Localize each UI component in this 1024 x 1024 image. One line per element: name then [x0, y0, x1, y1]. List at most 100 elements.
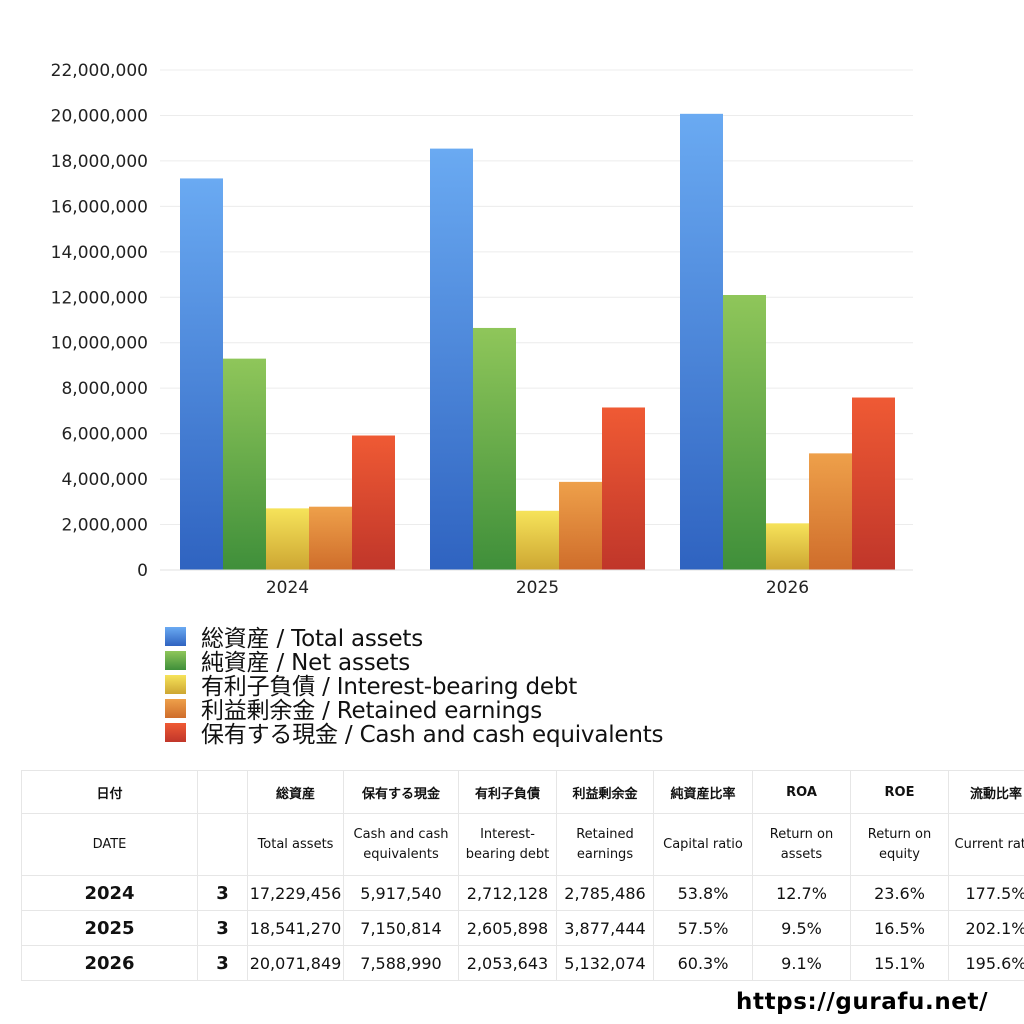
table-cell: 23.6%	[850, 875, 949, 911]
table-cell: 16.5%	[850, 910, 949, 946]
table-cell: 195.6%	[948, 945, 1024, 981]
table-cell: 有利子負債	[458, 770, 557, 814]
table-cell: 53.8%	[653, 875, 753, 911]
table-cell: 57.5%	[653, 910, 753, 946]
bar	[352, 435, 395, 570]
bar	[680, 113, 723, 570]
legend-label: 有利子負債 / Interest-bearing debt	[201, 674, 578, 700]
table-cell: 2,053,643	[458, 945, 557, 981]
bar	[602, 407, 645, 570]
legend-item: 保有する現金 / Cash and cash equivalents	[165, 720, 664, 748]
table-cell: 9.1%	[752, 945, 851, 981]
table-cell: 純資産比率	[653, 770, 753, 814]
table-cell: 3	[197, 910, 248, 946]
table-cell: 2024	[21, 875, 198, 911]
table-cell: 3	[197, 875, 248, 911]
table-cell: 60.3%	[653, 945, 753, 981]
y-tick-label: 14,000,000	[51, 243, 148, 263]
site-url[interactable]: https://gurafu.net/	[736, 989, 989, 1015]
financial-table: 日付 総資産 保有する現金 有利子負債 利益剰余金 純資産比率 ROA ROE 流動比率 DATE…	[21, 770, 1024, 981]
table-cell: Retained earnings	[556, 813, 654, 876]
x-tick-label: 2026	[766, 578, 809, 598]
table-row: 2026 3 20,071,849 7,588,990 2,053,643 5,132,0…	[21, 945, 1024, 981]
table-cell: 20,071,849	[247, 945, 344, 981]
bar	[266, 508, 309, 570]
y-tick-label: 18,000,000	[51, 152, 148, 172]
bar	[559, 481, 602, 570]
y-tick-label: 4,000,000	[61, 470, 148, 490]
bar	[430, 148, 473, 571]
table-cell: 2026	[21, 945, 198, 981]
x-axis: 2024 2025 2026	[160, 569, 913, 598]
legend-swatch	[165, 674, 186, 694]
table-cell: Cash and cash equivalents	[343, 813, 459, 876]
table-cell: 5,917,540	[343, 875, 459, 911]
bar	[180, 178, 223, 570]
table-cell: Interest-bearing debt	[458, 813, 557, 876]
y-tick-label: 6,000,000	[61, 425, 148, 445]
table-cell: 9.5%	[752, 910, 851, 946]
table-cell	[197, 813, 248, 876]
table-cell: 17,229,456	[247, 875, 344, 911]
legend-swatch	[165, 722, 186, 742]
y-tick-label: 2,000,000	[61, 516, 148, 536]
table-cell: 7,588,990	[343, 945, 459, 981]
legend-swatch	[165, 626, 186, 646]
table-cell: Capital ratio	[653, 813, 753, 876]
table-cell: 利益剰余金	[556, 770, 654, 814]
bar-chart: 0 2,000,000 4,000,000 6,000,000 8,000,000 10,…	[51, 61, 913, 598]
table-cell: 3	[197, 945, 248, 981]
bar	[473, 327, 516, 570]
y-axis: 0 2,000,000 4,000,000 6,000,000 8,000,000 10,…	[51, 61, 148, 581]
legend-swatch	[165, 650, 186, 670]
y-tick-label: 8,000,000	[61, 379, 148, 399]
gridlines	[160, 69, 913, 571]
legend-label: 純資産 / Net assets	[201, 650, 411, 676]
y-tick-label: 20,000,000	[51, 106, 148, 126]
bar	[809, 453, 852, 570]
table-cell: 5,132,074	[556, 945, 654, 981]
y-tick-label: 10,000,000	[51, 334, 148, 354]
legend-item: 有利子負債 / Interest-bearing debt	[165, 672, 663, 700]
table-header-en: DATE Total assets Cash and cash equivalent…	[21, 813, 1024, 876]
legend: 総資産 / Total assets 純資産 / Net assets 有利子負債 …	[165, 624, 664, 748]
legend-item: 利益剰余金 / Retained earnings	[165, 696, 663, 724]
table-cell	[197, 770, 248, 814]
x-tick-label: 2024	[266, 578, 309, 598]
legend-label: 保有する現金 / Cash and cash equivalents	[201, 722, 664, 748]
table-cell: 2,785,486	[556, 875, 654, 911]
bar	[852, 397, 895, 570]
table-cell: 2,712,128	[458, 875, 557, 911]
table-cell: 177.5%	[948, 875, 1024, 911]
y-tick-label: 12,000,000	[51, 288, 148, 308]
table-cell: 15.1%	[850, 945, 949, 981]
legend-item: 総資産 / Total assets	[165, 624, 663, 652]
bar	[309, 506, 352, 570]
table-cell: Return on assets	[752, 813, 851, 876]
table-cell: 流動比率	[948, 770, 1024, 814]
y-tick-label: 0	[137, 561, 148, 581]
bars	[180, 113, 895, 571]
x-tick-label: 2025	[516, 578, 559, 598]
table-cell: 日付	[21, 770, 198, 814]
table-cell: 2025	[21, 910, 198, 946]
legend-swatch	[165, 698, 186, 718]
table-cell: 3,877,444	[556, 910, 654, 946]
table-cell: ROE	[850, 770, 949, 814]
y-tick-label: 16,000,000	[51, 197, 148, 217]
table-cell: 18,541,270	[247, 910, 344, 946]
table-cell: ROA	[752, 770, 851, 814]
bar	[723, 295, 766, 570]
bar	[766, 523, 809, 570]
y-tick-label: 22,000,000	[51, 61, 148, 81]
table-cell: 保有する現金	[343, 770, 459, 814]
table-cell: Total assets	[247, 813, 344, 876]
table-cell: Current ratio	[948, 813, 1024, 876]
table-cell: 2,605,898	[458, 910, 557, 946]
bar	[223, 358, 266, 570]
table-cell: 12.7%	[752, 875, 851, 911]
legend-label: 総資産 / Total assets	[201, 626, 424, 652]
table-cell: DATE	[21, 813, 198, 876]
legend-item: 純資産 / Net assets	[165, 648, 663, 676]
table-row: 2025 3 18,541,270 7,150,814 2,605,898 3,877,4…	[21, 910, 1024, 946]
